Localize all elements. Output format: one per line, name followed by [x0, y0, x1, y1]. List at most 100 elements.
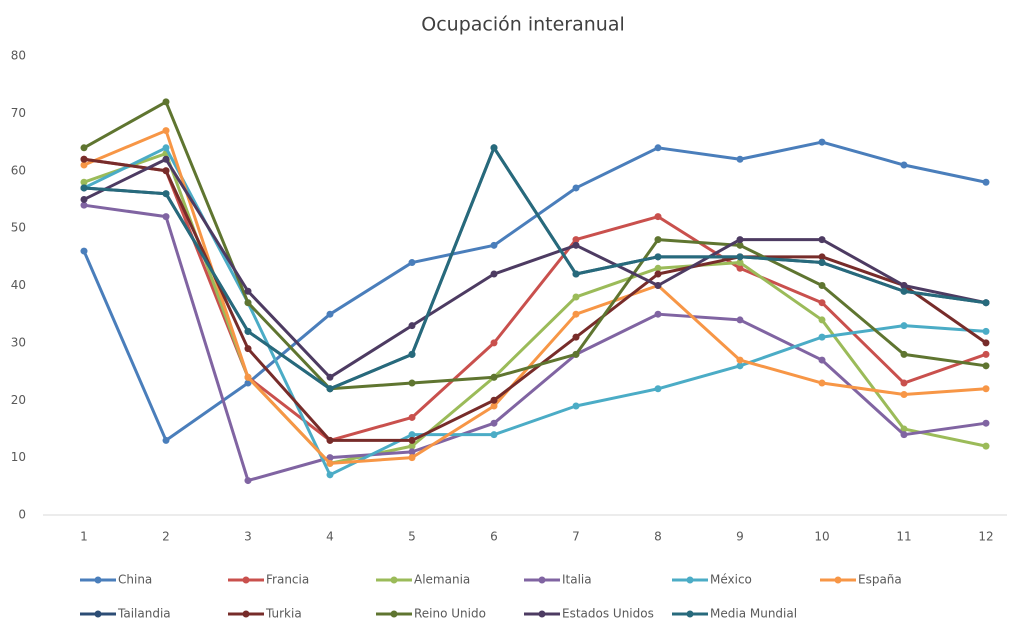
point [982, 178, 990, 186]
point [900, 425, 908, 433]
point [572, 270, 580, 278]
legend-label: México [710, 573, 752, 587]
legend-label: Italia [562, 573, 592, 587]
legend-label: España [858, 573, 902, 587]
y-tick-label: 50 [11, 221, 26, 235]
point [818, 379, 826, 387]
x-tick-label: 5 [408, 530, 416, 544]
point [162, 167, 170, 175]
point [572, 236, 580, 244]
point [490, 144, 498, 152]
series-line [83, 203, 987, 483]
point [736, 264, 744, 272]
point [80, 184, 88, 192]
point [900, 431, 908, 439]
legend-marker [242, 610, 250, 618]
point [162, 213, 170, 221]
point [818, 138, 826, 146]
point [326, 436, 334, 444]
point [490, 431, 498, 439]
x-tick-label: 1 [80, 530, 88, 544]
point [900, 322, 908, 330]
point [490, 419, 498, 427]
legend-label: China [118, 573, 152, 587]
point [654, 264, 662, 272]
point [736, 155, 744, 163]
x-tick-label: 2 [162, 530, 170, 544]
point [900, 282, 908, 289]
point [736, 316, 744, 324]
point [490, 402, 498, 410]
series-line [82, 140, 987, 442]
point [244, 373, 252, 381]
legend-marker [686, 576, 694, 584]
point [654, 236, 662, 244]
point [408, 350, 416, 358]
point [408, 436, 416, 444]
point [162, 127, 170, 135]
point [80, 178, 88, 186]
point [982, 327, 990, 335]
point [818, 253, 826, 261]
legend-label: Alemania [414, 573, 470, 587]
y-tick-label: 80 [11, 49, 26, 63]
point [900, 391, 908, 399]
point [572, 350, 580, 358]
point [900, 379, 908, 387]
point [162, 98, 170, 106]
x-tick-label: 9 [736, 530, 744, 544]
y-tick-label: 40 [11, 278, 26, 292]
point [818, 236, 826, 244]
point [408, 259, 416, 267]
series-line [83, 146, 987, 391]
x-tick-label: 11 [896, 530, 911, 544]
point [490, 396, 498, 404]
point [244, 345, 252, 353]
point [408, 379, 416, 387]
legend-label: Estados Unidos [562, 607, 654, 621]
point [80, 155, 88, 163]
point [982, 299, 990, 307]
point [408, 442, 416, 450]
point [654, 270, 662, 278]
series-line [83, 146, 987, 477]
legend-marker [686, 610, 694, 618]
point [654, 144, 662, 152]
point [572, 310, 580, 318]
legend-marker [94, 576, 102, 584]
point [654, 282, 662, 289]
y-tick-label: 20 [11, 393, 26, 407]
legend-label: Reino Unido [414, 607, 486, 621]
point [162, 436, 170, 444]
y-tick-label: 60 [11, 163, 26, 177]
x-tick-label: 12 [978, 530, 993, 544]
point [736, 241, 744, 249]
legend-marker [834, 576, 842, 584]
point [982, 419, 990, 427]
point [80, 144, 88, 152]
legend-label: Turkia [265, 607, 302, 621]
series-line [83, 157, 987, 442]
point [244, 299, 252, 307]
y-tick-label: 70 [11, 106, 26, 120]
series-line [83, 129, 987, 465]
point [982, 442, 990, 450]
legend-marker [538, 610, 546, 618]
point [490, 373, 498, 381]
point [736, 253, 744, 261]
point [900, 287, 908, 295]
point [818, 259, 826, 267]
point [244, 327, 252, 335]
point [408, 448, 416, 456]
x-tick-label: 6 [490, 530, 498, 544]
point [244, 477, 252, 485]
point [818, 316, 826, 324]
legend-label: Media Mundial [710, 607, 797, 621]
point [490, 339, 498, 347]
point [654, 213, 662, 221]
legend-marker [94, 610, 102, 618]
point [80, 201, 88, 209]
point [818, 299, 826, 307]
